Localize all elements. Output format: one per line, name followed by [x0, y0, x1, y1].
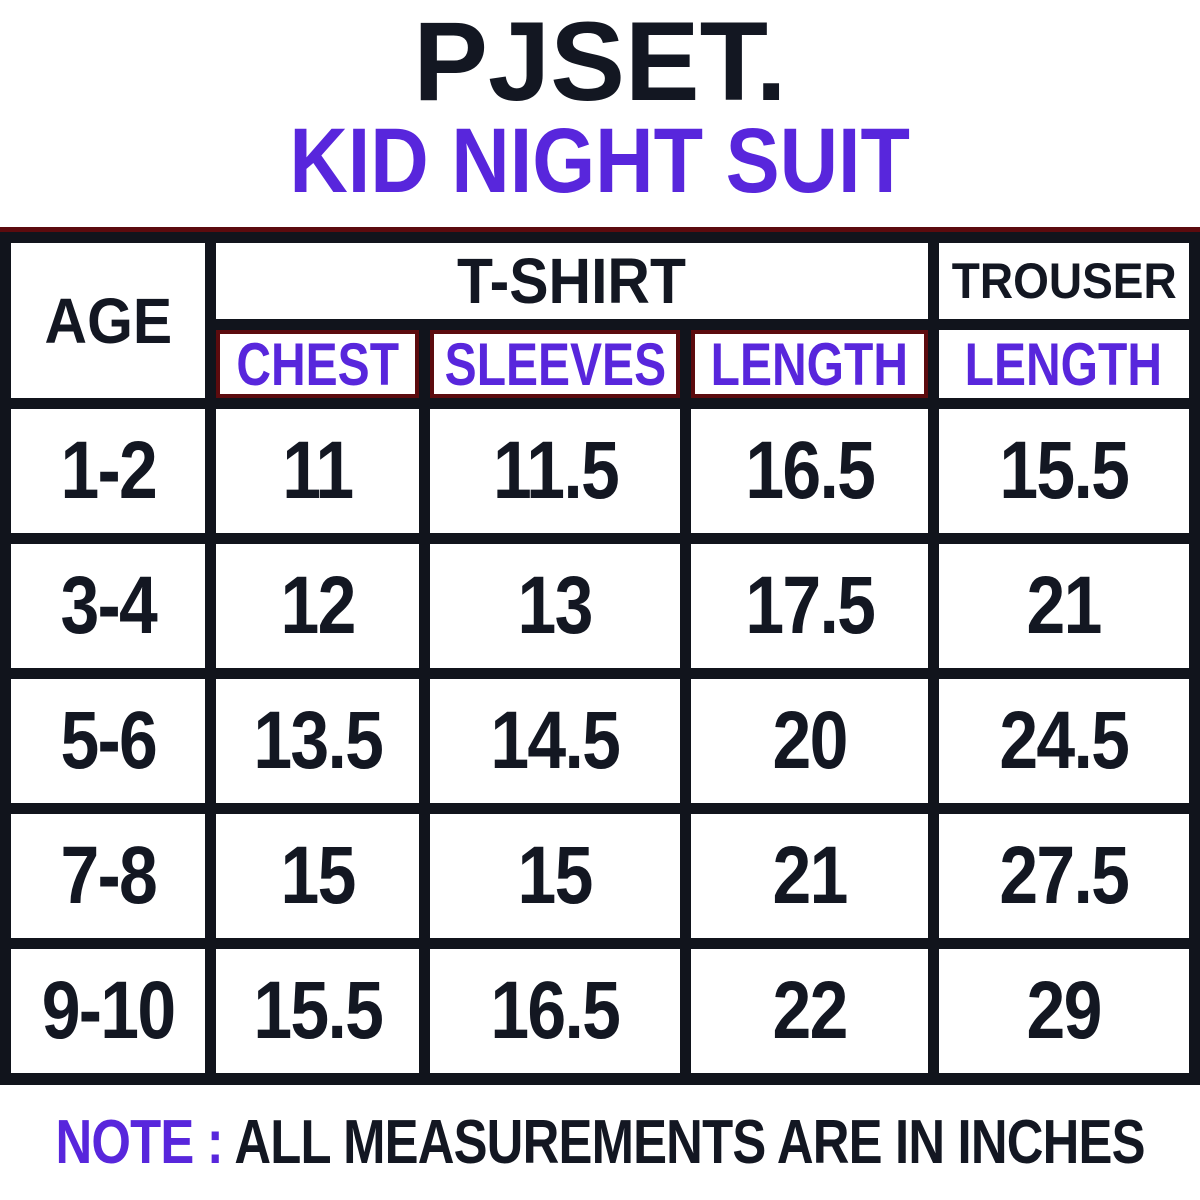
trouser-length-cell: 24.5 [938, 679, 1189, 803]
chest-subheader-label: CHEST [235, 330, 399, 398]
masthead: PJSET. KID NIGHT SUIT [0, 0, 1200, 227]
sleeves-value: 14.5 [490, 695, 622, 786]
trouser-length-value: 29 [1026, 965, 1103, 1056]
sleeves-value: 16.5 [490, 965, 622, 1056]
size-table: AGE T-SHIRT TROUSER CHEST SLEEVES LENGTH… [0, 227, 1200, 1085]
length-cell: 21 [691, 814, 928, 938]
age-cell: 5-6 [11, 679, 205, 803]
sleeves-subheader-cell: SLEEVES [429, 330, 681, 398]
trouser-header-cell: TROUSER [938, 243, 1189, 319]
length-value: 20 [772, 695, 848, 786]
chest-value: 15 [280, 830, 356, 921]
age-header-label: AGE [44, 284, 172, 357]
age-value: 1-2 [60, 425, 157, 516]
length-value: 22 [772, 965, 848, 1056]
tshirt-length-subheader-cell: LENGTH [691, 330, 928, 398]
age-value: 3-4 [60, 560, 157, 651]
note-label: NOTE : [55, 1108, 223, 1177]
brand-title: PJSET. [413, 0, 787, 124]
length-cell: 22 [691, 949, 928, 1073]
sleeves-cell: 13 [429, 544, 681, 668]
trouser-length-cell: 27.5 [938, 814, 1189, 938]
age-value: 7-8 [60, 830, 157, 921]
tshirt-length-subheader-label: LENGTH [710, 330, 909, 398]
sleeves-subheader-label: SLEEVES [444, 330, 666, 398]
chest-cell: 12 [215, 544, 419, 668]
age-cell: 3-4 [11, 544, 205, 668]
trouser-length-subheader-cell: LENGTH [938, 330, 1189, 398]
chest-cell: 15.5 [215, 949, 419, 1073]
trouser-length-subheader-label: LENGTH [965, 330, 1163, 398]
chest-value: 15.5 [252, 965, 384, 1056]
chest-value: 12 [280, 560, 356, 651]
chest-cell: 15 [215, 814, 419, 938]
note: NOTE : ALL MEASUREMENTS ARE IN INCHES [0, 1085, 1200, 1200]
tshirt-header-cell: T-SHIRT [215, 243, 928, 319]
tshirt-header-label: T-SHIRT [457, 245, 687, 317]
trouser-length-cell: 15.5 [938, 409, 1189, 533]
length-value: 16.5 [744, 425, 876, 516]
length-cell: 17.5 [691, 544, 928, 668]
trouser-length-value: 15.5 [999, 425, 1130, 516]
trouser-length-value: 21 [1026, 560, 1103, 651]
length-value: 17.5 [744, 560, 876, 651]
chest-cell: 13.5 [215, 679, 419, 803]
note-text: ALL MEASUREMENTS ARE IN INCHES [222, 1108, 1145, 1177]
sleeves-value: 15 [518, 830, 594, 921]
chest-subheader-cell: CHEST [215, 330, 419, 398]
age-header-cell: AGE [11, 243, 205, 398]
length-cell: 20 [691, 679, 928, 803]
sleeves-cell: 16.5 [429, 949, 681, 1073]
trouser-length-cell: 29 [938, 949, 1189, 1073]
trouser-length-cell: 21 [938, 544, 1189, 668]
note-inner: NOTE : ALL MEASUREMENTS ARE IN INCHES [55, 1107, 1145, 1178]
chest-value: 13.5 [252, 695, 384, 786]
sleeves-value: 13 [518, 560, 594, 651]
sleeves-cell: 14.5 [429, 679, 681, 803]
trouser-length-value: 27.5 [999, 830, 1130, 921]
trouser-length-value: 24.5 [999, 695, 1130, 786]
sleeves-cell: 15 [429, 814, 681, 938]
length-cell: 16.5 [691, 409, 928, 533]
chest-value: 11 [282, 425, 354, 516]
product-subtitle: KID NIGHT SUIT [289, 110, 911, 212]
chest-cell: 11 [215, 409, 419, 533]
age-value: 9-10 [41, 965, 176, 1056]
length-value: 21 [772, 830, 848, 921]
age-cell: 9-10 [11, 949, 205, 1073]
age-value: 5-6 [60, 695, 157, 786]
trouser-header-label: TROUSER [951, 253, 1177, 309]
age-cell: 7-8 [11, 814, 205, 938]
sleeves-cell: 11.5 [429, 409, 681, 533]
age-cell: 1-2 [11, 409, 205, 533]
sleeves-value: 11.5 [492, 425, 620, 516]
